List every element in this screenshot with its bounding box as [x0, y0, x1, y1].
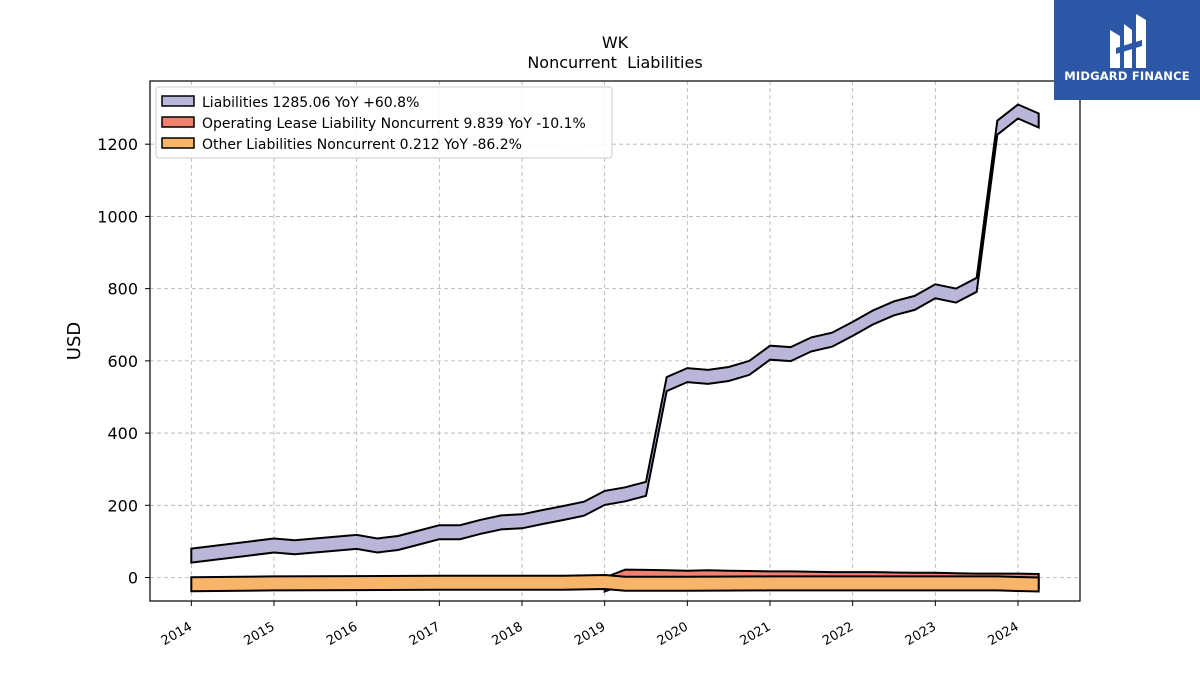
x-tick-label: 2016: [324, 619, 360, 649]
y-axis-label: USD: [64, 322, 85, 360]
legend-entry: Other Liabilities Noncurrent 0.212 YoY -…: [202, 137, 522, 153]
x-tick-label: 2024: [985, 619, 1021, 649]
plot-frame: [149, 80, 1081, 602]
x-tick-label: 2015: [241, 619, 277, 649]
chart-subtitle: Noncurrent Liabilities: [527, 53, 702, 72]
x-tick-label: 2020: [655, 619, 691, 649]
legend: Liabilities 1285.06 YoY +60.8% Operating …: [155, 86, 613, 159]
x-tick-label: 2019: [572, 619, 608, 649]
x-tick-label: 2022: [820, 619, 856, 649]
legend-box: [155, 86, 613, 159]
logo-text: MIDGARD FINANCE: [1064, 69, 1190, 83]
chart-title: WK: [602, 33, 629, 52]
y-tick-label: 400: [107, 424, 138, 443]
legend-entry: Operating Lease Liability Noncurrent 9.8…: [202, 116, 586, 132]
y-tick-label: 600: [107, 352, 138, 371]
legend-swatch: [161, 95, 195, 107]
logo-mark-icon: [1110, 14, 1146, 68]
legend-entry: Liabilities 1285.06 YoY +60.8%: [202, 95, 419, 111]
series-ribbon-liabilities: [190, 103, 1040, 564]
y-tick-label: 1200: [97, 135, 138, 154]
midgard-finance-logo: MIDGARD FINANCE: [1054, 0, 1200, 100]
x-tick-label: 2018: [489, 619, 525, 649]
x-tick-label: 2021: [737, 619, 773, 649]
series-layer: [190, 103, 1040, 593]
grid: [150, 81, 1080, 601]
legend-swatch: [161, 137, 195, 149]
x-tick-label: 2023: [903, 619, 939, 649]
y-tick-label: 0: [128, 569, 138, 588]
legend-swatch: [161, 116, 195, 128]
x-tick-label: 2014: [159, 619, 195, 649]
series-ribbon-other-liabilities-noncurrent: [190, 573, 1040, 593]
y-tick-label: 1000: [97, 207, 138, 226]
y-tick-label: 200: [107, 496, 138, 515]
x-tick-label: 2017: [407, 619, 443, 649]
y-tick-label: 800: [107, 280, 138, 299]
